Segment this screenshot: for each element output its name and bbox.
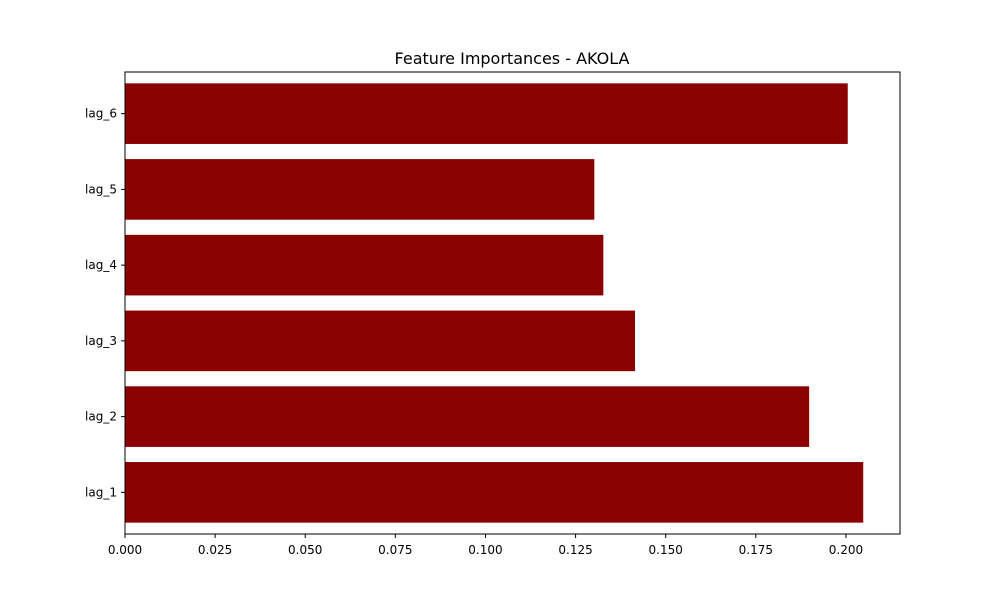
- y-axis: lag_1 lag_2 lag_3 lag_4 lag_5 lag_6: [85, 107, 125, 499]
- bar-lag-6: [125, 83, 848, 144]
- bar-lag-1: [125, 462, 864, 523]
- y-tick-label: lag_5: [85, 182, 117, 196]
- y-tick-label: lag_1: [85, 485, 117, 499]
- chart-title: Feature Importances - AKOLA: [395, 49, 630, 68]
- x-tick-label: 0.075: [378, 543, 412, 557]
- x-tick-label: 0.100: [468, 543, 502, 557]
- bars-group: [125, 83, 864, 523]
- bar-lag-5: [125, 159, 595, 220]
- bar-lag-4: [125, 234, 604, 296]
- plot-frame: [124, 71, 901, 535]
- x-tick-label: 0.175: [739, 543, 773, 557]
- y-tick-label: lag_6: [85, 107, 117, 121]
- y-tick-label: lag_2: [85, 410, 117, 424]
- x-tick-label: 0.025: [198, 543, 232, 557]
- x-tick-label: 0.200: [829, 543, 863, 557]
- x-tick-label: 0.000: [108, 543, 142, 557]
- y-tick-label: lag_3: [85, 334, 117, 348]
- bar-lag-3: [125, 310, 636, 372]
- bar-lag-2: [125, 386, 810, 447]
- x-axis: 0.000 0.025 0.050 0.075 0.100 0.125 0.150 0.175…: [108, 534, 863, 557]
- y-tick-label: lag_4: [85, 258, 117, 272]
- x-tick-label: 0.150: [649, 543, 683, 557]
- x-tick-label: 0.050: [288, 543, 322, 557]
- x-tick-label: 0.125: [558, 543, 592, 557]
